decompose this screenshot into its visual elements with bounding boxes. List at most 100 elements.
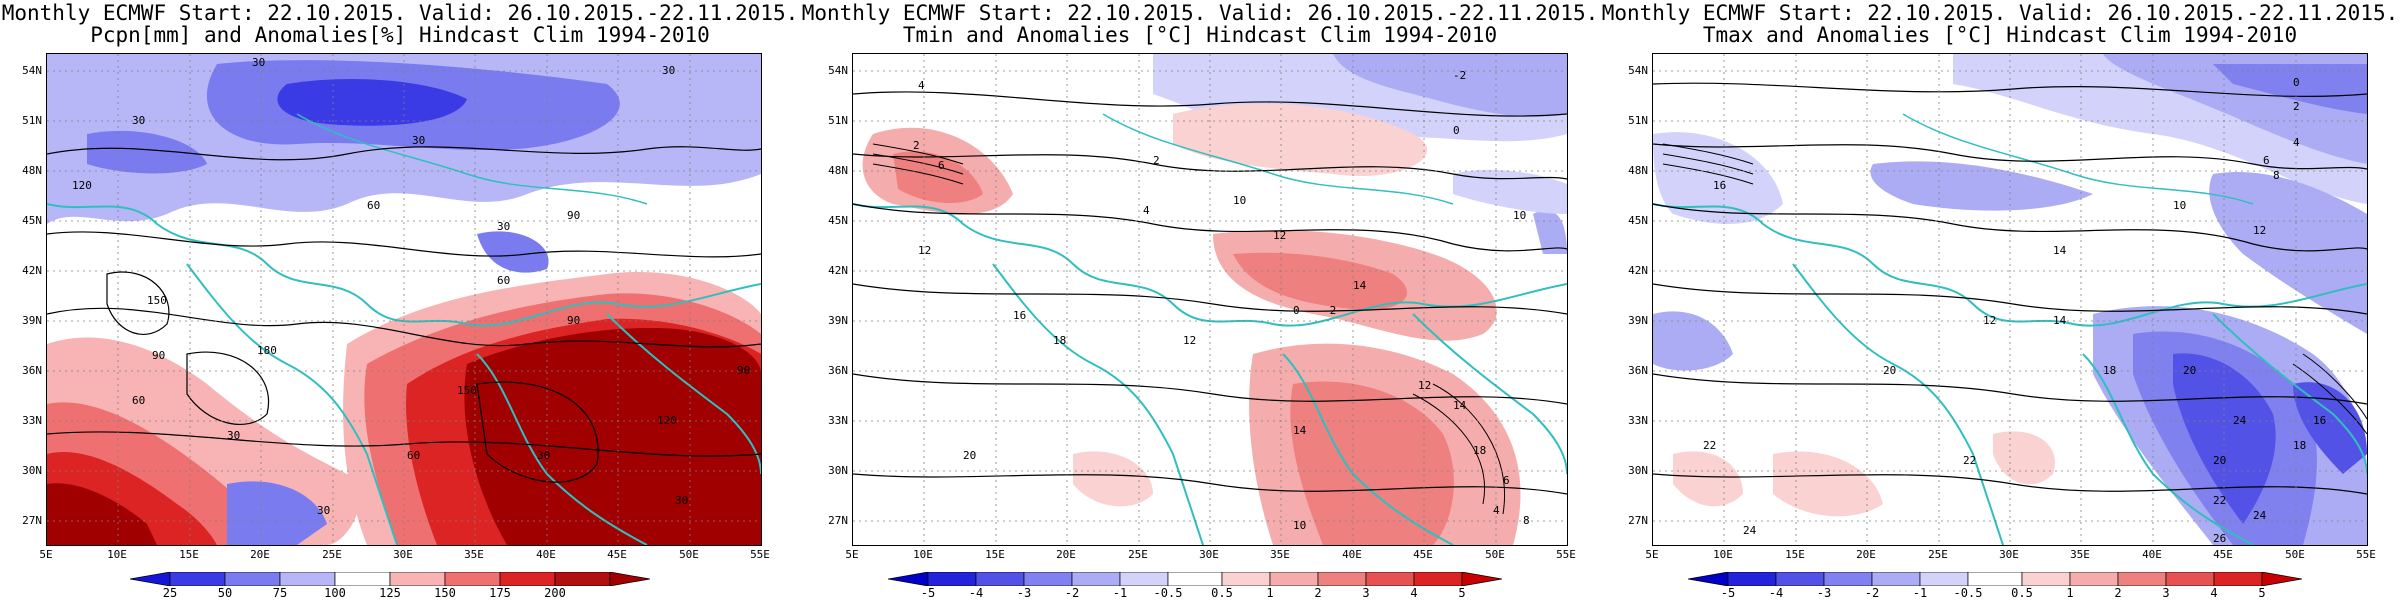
contour-label: 24	[2253, 509, 2267, 522]
contour-label: 30	[252, 56, 265, 69]
contour-label: 26	[2213, 532, 2226, 545]
contour-label: 30	[662, 64, 675, 77]
lon-label: 50E	[1485, 548, 1505, 561]
lon-label: 15E	[1785, 548, 1805, 561]
contour-label: 12	[1273, 229, 1286, 242]
contour-label: 14	[2053, 314, 2067, 327]
contour-label: 120	[72, 179, 92, 192]
lat-label: 39N	[1628, 314, 1648, 327]
lon-label: 30E	[393, 548, 413, 561]
colorbar-tick: 100	[324, 586, 346, 600]
lon-label: 35E	[2070, 548, 2090, 561]
colorbar-tick: -5	[1720, 586, 1736, 600]
colorbar-tick: -0.5	[1953, 586, 1983, 600]
contour-label: 20	[1883, 364, 1896, 377]
contour-label: 120	[657, 414, 677, 427]
contour-label: 0	[1293, 304, 1300, 317]
colorbar-tick: 5	[1458, 586, 1466, 600]
contour-label: 10	[1513, 209, 1526, 222]
contour-label: 20	[2183, 364, 2196, 377]
panel-title-line1: Monthly ECMWF Start: 22.10.2015. Valid: …	[801, 1, 1599, 25]
colorbar-tick: 3	[2162, 586, 2170, 600]
colorbar-tick: 4	[2210, 586, 2218, 600]
lat-label: 42N	[22, 264, 42, 277]
colorbar-tick: 75	[272, 586, 288, 600]
contour-label: 30	[497, 220, 510, 233]
lat-label: 51N	[1628, 114, 1648, 127]
colorbar-tick: 175	[489, 586, 511, 600]
contour-label: -2	[1323, 304, 1336, 317]
lon-label: 35E	[1270, 548, 1290, 561]
colorbar	[888, 572, 1502, 586]
lat-label: 51N	[22, 114, 42, 127]
panel-title-line1: Monthly ECMWF Start: 22.10.2015. Valid: …	[1601, 1, 2399, 25]
contour-label: 2	[913, 139, 920, 152]
contour-label: 8	[2273, 169, 2280, 182]
contour-label: 18	[2293, 439, 2306, 452]
lon-label: 20E	[1056, 548, 1076, 561]
colorbar-tick: 50	[217, 586, 233, 600]
colorbar-tick: 125	[379, 586, 401, 600]
contour-label: 12	[1983, 314, 1996, 327]
lat-label: 54N	[1628, 64, 1648, 77]
lat-label: 30N	[22, 464, 42, 477]
colorbar-tick: -2	[1864, 586, 1880, 600]
lon-label: 30E	[1999, 548, 2019, 561]
panel-title-line2: Tmax and Anomalies [°C] Hindcast Clim 19…	[1702, 23, 2298, 47]
colorbar-tick: 3	[1362, 586, 1370, 600]
colorbar-tick: 4	[1410, 586, 1418, 600]
lon-label: 5E	[39, 548, 53, 561]
contour-label: 6	[2263, 154, 2270, 167]
lon-label: 10E	[107, 548, 127, 561]
colorbar-tick: 25	[162, 586, 178, 600]
contour-label: 4	[1493, 504, 1500, 517]
anomaly-field: 0 2 4 6 8 10 12 14 16 12 14 20 18 20 24 …	[1653, 54, 2367, 545]
contour-label: 30	[412, 134, 425, 147]
lat-label: 33N	[22, 414, 42, 427]
contour-label: 24	[1743, 524, 1757, 537]
contour-label: 18	[1053, 334, 1066, 347]
contour-label: 90	[567, 209, 580, 222]
panel-title-line1: Monthly ECMWF Start: 22.10.2015. Valid: …	[1, 1, 799, 25]
contour-label: 8	[1523, 514, 1530, 527]
lat-label: 33N	[1628, 414, 1648, 427]
lon-label: 45E	[607, 548, 627, 561]
lon-label: 50E	[2285, 548, 2305, 561]
colorbar-tick: 200	[544, 586, 566, 600]
contour-label: 14	[1353, 279, 1367, 292]
colorbar-tick: -1	[1112, 586, 1128, 600]
contour-label: 12	[1418, 379, 1431, 392]
contour-label: 22	[2213, 494, 2226, 507]
lat-label: 45N	[828, 214, 848, 227]
contour-label: 0	[1453, 124, 1460, 137]
contour-label: 10	[1293, 519, 1306, 532]
contour-label: 60	[407, 449, 420, 462]
colorbar-tick: -2	[1064, 586, 1080, 600]
tmax-panel: Monthly ECMWF Start: 22.10.2015. Valid: …	[1600, 0, 2400, 600]
colorbar-tick: 0.5	[2011, 586, 2033, 600]
lat-label: 36N	[1628, 364, 1648, 377]
contour-label: 30	[317, 504, 330, 517]
lon-label: 35E	[464, 548, 484, 561]
colorbar-tick: 1	[2066, 586, 2074, 600]
contour-label: 90	[152, 349, 165, 362]
contour-label: 60	[132, 394, 145, 407]
contour-label: 4	[918, 79, 925, 92]
lon-label: 45E	[1413, 548, 1433, 561]
lat-label: 27N	[22, 514, 42, 527]
map-area: 30 30 30 30 60 90 120 150 180 90 60 30 3…	[46, 53, 762, 546]
lat-label: 42N	[1628, 264, 1648, 277]
contour-label: 180	[257, 344, 277, 357]
lon-label: 55E	[750, 548, 770, 561]
lon-label: 10E	[913, 548, 933, 561]
lon-label: 15E	[985, 548, 1005, 561]
anomaly-field: 4 2 -2 0 6 4 2 10 12 10 12 14 0 -2 12 16…	[853, 54, 1567, 545]
lat-label: 45N	[1628, 214, 1648, 227]
contour-label: 12	[2253, 224, 2266, 237]
lat-label: 30N	[1628, 464, 1648, 477]
lon-label: 20E	[250, 548, 270, 561]
lat-label: 36N	[828, 364, 848, 377]
colorbar	[1688, 572, 2302, 586]
contour-label: 90	[567, 314, 580, 327]
colorbar-tick: -3	[1016, 586, 1032, 600]
